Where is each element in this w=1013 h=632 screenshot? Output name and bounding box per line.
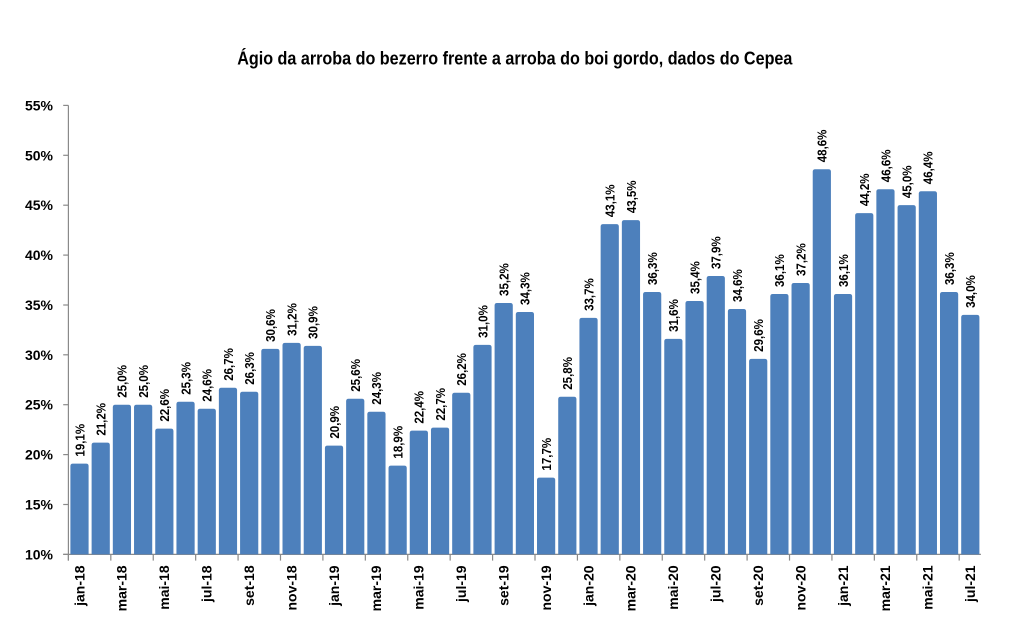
svg-text:35,2%: 35,2% (496, 263, 511, 296)
svg-text:30,6%: 30,6% (263, 309, 278, 342)
svg-text:set-18: set-18 (241, 565, 257, 606)
svg-text:26,2%: 26,2% (454, 353, 469, 386)
svg-text:Ágio da arroba do bezerro fren: Ágio da arroba do bezerro frente a arrob… (237, 48, 793, 69)
svg-text:44,2%: 44,2% (857, 173, 872, 206)
svg-text:18,9%: 18,9% (390, 426, 405, 459)
svg-text:55%: 55% (25, 97, 54, 113)
svg-text:17,7%: 17,7% (539, 438, 554, 471)
svg-text:34,6%: 34,6% (730, 269, 745, 302)
svg-text:20%: 20% (25, 447, 54, 463)
svg-text:19,1%: 19,1% (72, 424, 87, 457)
svg-text:30,9%: 30,9% (306, 306, 321, 339)
svg-text:mai-19: mai-19 (411, 565, 427, 610)
svg-text:26,7%: 26,7% (221, 348, 236, 381)
svg-text:34,3%: 34,3% (518, 272, 533, 305)
svg-text:jan-20: jan-20 (580, 565, 596, 607)
svg-text:29,6%: 29,6% (751, 319, 766, 352)
svg-text:31,2%: 31,2% (284, 303, 299, 336)
svg-text:43,1%: 43,1% (603, 184, 618, 217)
svg-text:45,0%: 45,0% (899, 165, 914, 198)
svg-text:48,6%: 48,6% (815, 129, 830, 162)
svg-text:24,6%: 24,6% (200, 369, 215, 402)
svg-text:30%: 30% (25, 347, 54, 363)
svg-text:36,1%: 36,1% (836, 254, 851, 287)
svg-text:jul-20: jul-20 (708, 565, 724, 603)
svg-text:22,6%: 22,6% (157, 389, 172, 422)
svg-text:21,2%: 21,2% (94, 403, 109, 436)
svg-text:nov-20: nov-20 (792, 565, 808, 610)
svg-text:jan-21: jan-21 (835, 565, 851, 607)
svg-text:20,9%: 20,9% (327, 406, 342, 439)
svg-text:nov-18: nov-18 (283, 565, 299, 610)
svg-text:jan-18: jan-18 (71, 565, 87, 607)
svg-text:37,9%: 37,9% (709, 236, 724, 269)
svg-text:mar-19: mar-19 (368, 565, 384, 611)
svg-text:35%: 35% (25, 297, 54, 313)
svg-text:22,4%: 22,4% (412, 391, 427, 424)
svg-text:jul-21: jul-21 (962, 565, 978, 603)
svg-text:36,3%: 36,3% (942, 252, 957, 285)
svg-text:46,4%: 46,4% (921, 151, 936, 184)
svg-text:25,3%: 25,3% (178, 362, 193, 395)
svg-text:43,5%: 43,5% (624, 180, 639, 213)
svg-text:mar-21: mar-21 (877, 565, 893, 611)
svg-text:25,0%: 25,0% (115, 365, 130, 398)
svg-text:mar-18: mar-18 (114, 565, 130, 611)
svg-text:34,0%: 34,0% (963, 275, 978, 308)
svg-text:mai-20: mai-20 (665, 565, 681, 610)
svg-text:22,7%: 22,7% (433, 388, 448, 421)
svg-text:24,3%: 24,3% (369, 372, 384, 405)
svg-text:set-19: set-19 (495, 565, 511, 606)
svg-text:37,2%: 37,2% (793, 243, 808, 276)
svg-text:mai-18: mai-18 (156, 565, 172, 610)
svg-text:25,8%: 25,8% (560, 357, 575, 390)
svg-text:50%: 50% (25, 147, 54, 163)
svg-text:35,4%: 35,4% (687, 261, 702, 294)
svg-text:45%: 45% (25, 197, 54, 213)
svg-text:set-20: set-20 (750, 565, 766, 606)
svg-text:31,0%: 31,0% (475, 305, 490, 338)
svg-text:36,3%: 36,3% (645, 252, 660, 285)
svg-text:31,6%: 31,6% (666, 299, 681, 332)
svg-text:46,6%: 46,6% (878, 149, 893, 182)
svg-text:jan-19: jan-19 (326, 565, 342, 607)
svg-text:10%: 10% (25, 546, 54, 562)
svg-text:25,6%: 25,6% (348, 359, 363, 392)
svg-text:25%: 25% (25, 397, 54, 413)
svg-text:36,1%: 36,1% (772, 254, 787, 287)
svg-text:40%: 40% (25, 247, 54, 263)
svg-text:mar-20: mar-20 (623, 565, 639, 611)
svg-text:jul-18: jul-18 (199, 565, 215, 603)
svg-text:25,0%: 25,0% (136, 365, 151, 398)
svg-text:33,7%: 33,7% (581, 278, 596, 311)
svg-text:15%: 15% (25, 497, 54, 513)
svg-text:26,3%: 26,3% (242, 352, 257, 385)
svg-text:jul-19: jul-19 (453, 565, 469, 603)
svg-text:mai-21: mai-21 (920, 565, 936, 610)
svg-text:nov-19: nov-19 (538, 565, 554, 610)
